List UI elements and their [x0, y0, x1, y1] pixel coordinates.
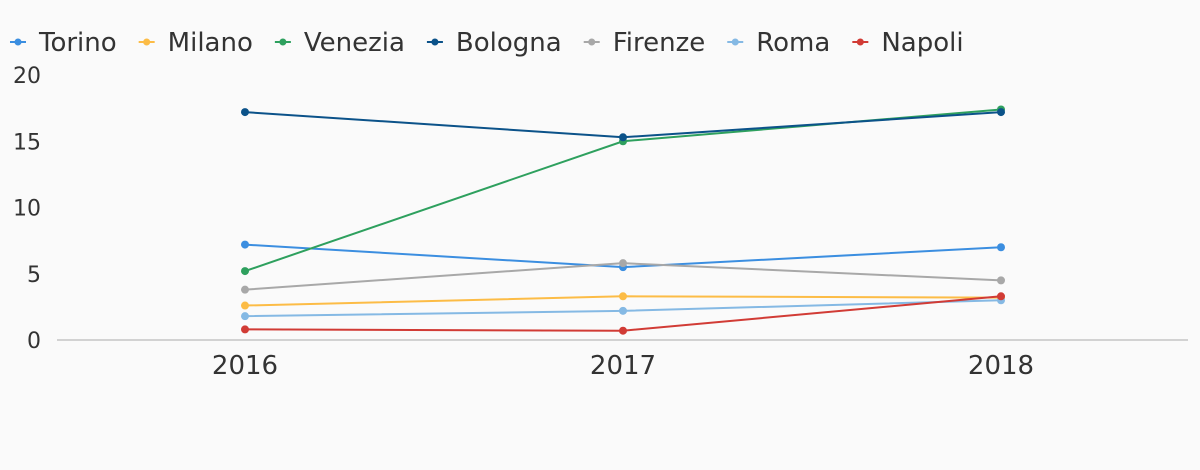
data-point[interactable] — [241, 312, 249, 321]
legend-label: Torino — [38, 28, 117, 58]
series-bologna — [241, 108, 1005, 142]
legend-item-torino[interactable]: Torino — [10, 28, 117, 58]
x-tick-label: 2017 — [590, 351, 656, 381]
data-point[interactable] — [619, 306, 627, 315]
data-point[interactable] — [241, 301, 249, 310]
legend-item-milano[interactable]: Milano — [138, 28, 253, 58]
data-point[interactable] — [997, 292, 1005, 301]
series-firenze — [241, 259, 1005, 294]
legend-label: Napoli — [881, 28, 963, 58]
data-point[interactable] — [241, 240, 249, 249]
data-point[interactable] — [241, 285, 249, 294]
data-point[interactable] — [997, 243, 1005, 252]
y-tick-label: 0 — [27, 329, 41, 354]
legend-item-bologna[interactable]: Bologna — [426, 28, 562, 58]
y-axis-ticks: 0 5 10 15 20 — [13, 64, 41, 354]
data-point[interactable] — [619, 259, 627, 268]
legend-swatch-marker — [731, 38, 739, 46]
legend-item-roma[interactable]: Roma — [727, 28, 830, 58]
legend-label: Firenze — [613, 28, 706, 58]
data-point[interactable] — [241, 267, 249, 276]
data-point[interactable] — [997, 108, 1005, 117]
legend-swatch-marker — [279, 38, 287, 46]
x-tick-label: 2016 — [212, 351, 278, 381]
data-point[interactable] — [619, 292, 627, 301]
y-tick-label: 15 — [13, 130, 41, 155]
legend-label: Milano — [168, 28, 253, 58]
series-roma — [241, 296, 1005, 321]
data-point[interactable] — [619, 326, 627, 335]
legend-label: Roma — [756, 28, 830, 58]
legend-label: Venezia — [304, 28, 405, 58]
legend-item-firenze[interactable]: Firenze — [583, 28, 706, 58]
legend-item-venezia[interactable]: Venezia — [274, 28, 405, 58]
y-tick-label: 10 — [13, 197, 41, 222]
series-lines — [241, 105, 1005, 335]
x-axis-ticks: 2016 2017 2018 — [212, 351, 1034, 381]
legend-swatch-marker — [588, 38, 596, 46]
data-point[interactable] — [241, 108, 249, 117]
legend-item-napoli[interactable]: Napoli — [852, 28, 964, 58]
data-point[interactable] — [619, 133, 627, 142]
legend-swatch-marker — [856, 38, 864, 46]
legend-swatch-marker — [143, 38, 151, 46]
data-point[interactable] — [997, 276, 1005, 285]
legend-swatch-marker — [431, 38, 439, 46]
legend-swatch-marker — [14, 38, 22, 46]
y-tick-label: 5 — [27, 263, 41, 288]
legend-label: Bologna — [456, 28, 562, 58]
legend: Torino Milano Venezia Bologna Firenze Roma Nap… — [10, 28, 964, 58]
series-napoli — [241, 292, 1005, 335]
x-tick-label: 2018 — [968, 351, 1034, 381]
series-venezia — [241, 105, 1005, 276]
data-point[interactable] — [241, 325, 249, 334]
y-tick-label: 20 — [13, 64, 41, 89]
